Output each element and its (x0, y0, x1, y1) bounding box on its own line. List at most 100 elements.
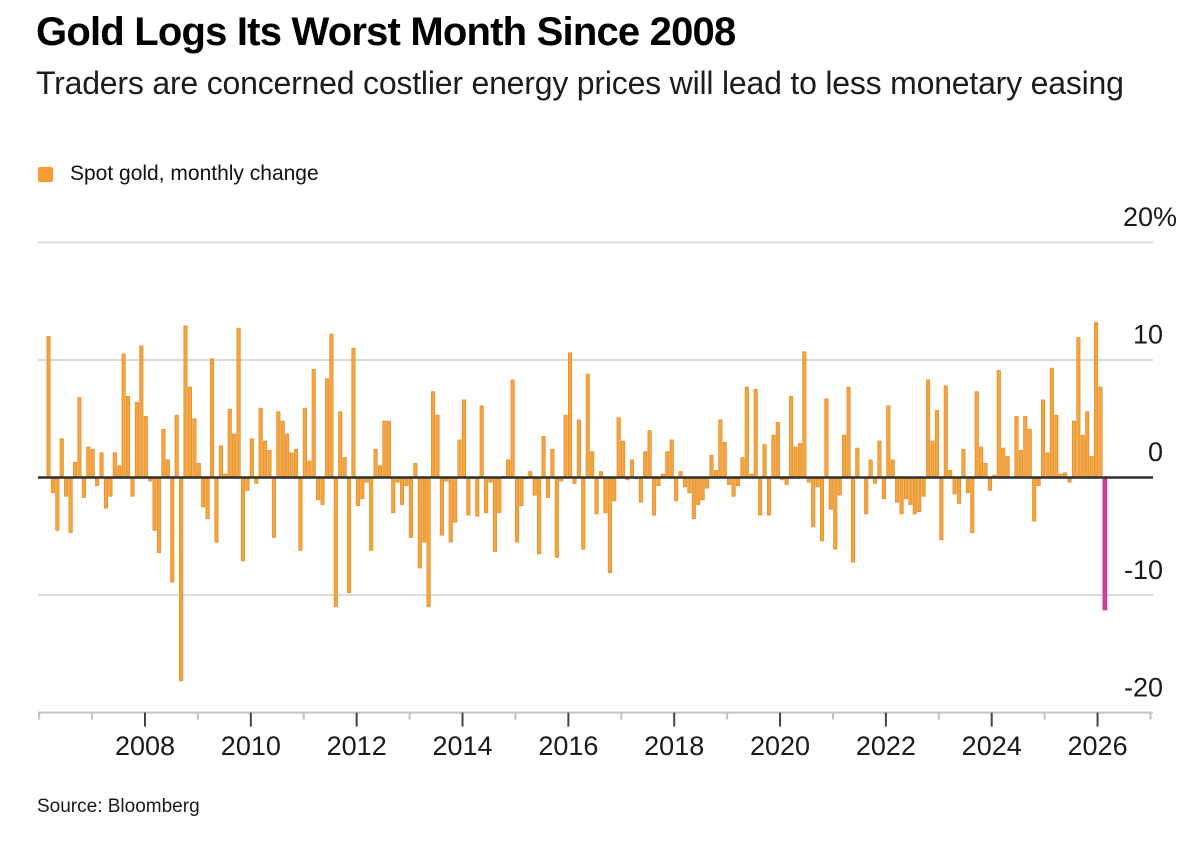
bar (532, 477, 537, 496)
bar (461, 399, 467, 478)
bar (594, 477, 599, 515)
y-tick-label: 20% (1123, 202, 1177, 232)
bar (1023, 416, 1028, 478)
bar (174, 414, 179, 478)
bar (850, 477, 855, 563)
bar (333, 477, 338, 608)
bar (316, 477, 321, 501)
bar (484, 477, 489, 514)
bar (457, 439, 462, 478)
bar (201, 477, 206, 508)
bar (877, 440, 882, 478)
bar (55, 477, 60, 531)
bar (616, 417, 621, 478)
bar (842, 434, 847, 478)
bar (510, 379, 515, 478)
bar (545, 477, 551, 498)
bar (72, 461, 78, 478)
bar (103, 477, 109, 509)
bar (811, 477, 816, 528)
bar (934, 410, 939, 478)
bar (705, 477, 710, 489)
bar (289, 452, 294, 478)
bar (90, 448, 95, 478)
bar (377, 465, 383, 478)
bar (355, 477, 360, 507)
bar (360, 477, 365, 500)
bar (514, 477, 520, 543)
bar (519, 477, 524, 507)
bar (209, 358, 215, 478)
bar (342, 457, 347, 478)
bar (187, 386, 192, 478)
bar (232, 433, 237, 478)
bar (996, 370, 1001, 478)
bar (329, 333, 334, 478)
bar (422, 477, 427, 543)
bar (117, 465, 122, 478)
bar (183, 325, 188, 478)
bar (134, 401, 139, 478)
bar (214, 477, 219, 543)
bar (218, 445, 223, 478)
bar (753, 388, 758, 478)
bar (912, 477, 917, 515)
bar (258, 407, 263, 478)
bar (324, 378, 330, 478)
x-tick-label: 2016 (538, 731, 598, 761)
bar (1040, 399, 1046, 478)
bar (965, 477, 970, 494)
bar (466, 477, 471, 516)
bar (709, 454, 714, 478)
bar (179, 477, 184, 682)
bar (59, 438, 64, 478)
bar (607, 477, 612, 574)
bar (479, 405, 484, 478)
bar (828, 477, 833, 510)
bar (112, 452, 117, 478)
bar (130, 477, 135, 497)
bar (196, 463, 201, 478)
bar (576, 419, 581, 478)
bar (903, 477, 909, 500)
bar (276, 411, 281, 478)
bar (1089, 455, 1094, 478)
bar (417, 477, 422, 569)
bar (647, 430, 652, 478)
bar (369, 477, 374, 551)
bar (249, 438, 254, 478)
bar (590, 451, 595, 478)
bar (824, 398, 829, 478)
bar (170, 477, 175, 583)
bar (307, 460, 312, 478)
y-tick-label: -10 (1124, 555, 1163, 585)
bar (64, 477, 69, 497)
bar (890, 459, 895, 478)
bar (718, 419, 723, 478)
bar (165, 459, 170, 478)
bar (908, 477, 913, 505)
bar (987, 477, 993, 491)
highlighted-bar (1102, 477, 1108, 611)
bar (722, 441, 727, 478)
bar (731, 477, 736, 497)
bar (293, 448, 299, 478)
bar (448, 477, 453, 543)
bar (554, 477, 559, 558)
chart-subtitle: Traders are concerned costlier energy pr… (36, 65, 1124, 101)
bar (285, 433, 290, 478)
bar (537, 477, 542, 555)
bar (1018, 450, 1023, 478)
bar (669, 439, 674, 478)
gridlines (38, 241, 1153, 597)
bar (391, 477, 396, 514)
bar (771, 434, 776, 478)
bar (227, 408, 232, 478)
bar (939, 477, 944, 541)
bar (475, 477, 480, 517)
bar (1005, 455, 1010, 478)
bar (864, 477, 869, 515)
bar (439, 477, 444, 536)
